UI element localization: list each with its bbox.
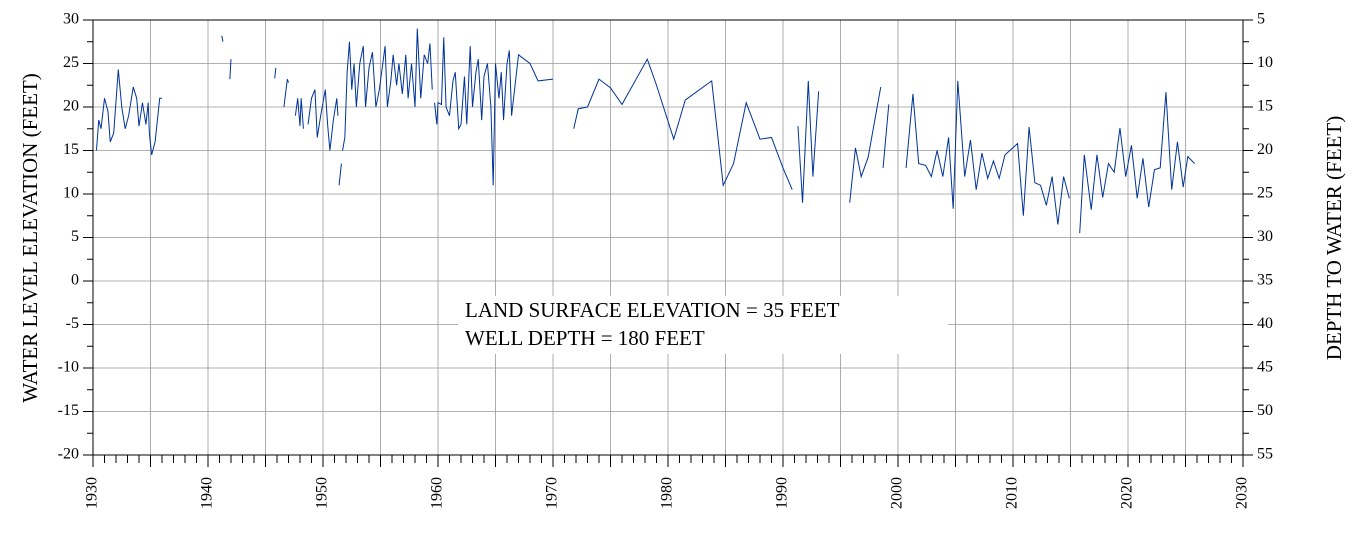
y-tick-label: -5 xyxy=(66,315,79,332)
y2-tick-label: 55 xyxy=(1257,446,1273,463)
y2-tick-label: 50 xyxy=(1257,402,1273,419)
annotation-box xyxy=(458,296,948,354)
y2-tick-label: 35 xyxy=(1257,272,1273,289)
x-tick-label: 1950 xyxy=(314,477,331,509)
x-tick-label: 1970 xyxy=(544,477,561,509)
y-tick-label: -10 xyxy=(58,359,79,376)
y-tick-label: 15 xyxy=(63,141,79,158)
x-tick-label: 2010 xyxy=(1004,477,1021,509)
y-axis-label: WATER LEVEL ELEVATION (FEET) xyxy=(18,73,42,403)
y-tick-label: -20 xyxy=(58,446,79,463)
annotation: LAND SURFACE ELEVATION = 35 FEET xyxy=(465,298,840,322)
x-tick-label: 1940 xyxy=(199,477,216,509)
x-tick-label: 2020 xyxy=(1119,477,1136,509)
y-tick-label: -15 xyxy=(58,402,79,419)
y-tick-label: 10 xyxy=(63,185,79,202)
y-tick-label: 5 xyxy=(71,228,79,245)
x-tick-label: 1930 xyxy=(84,477,101,509)
annotation: WELL DEPTH = 180 FEET xyxy=(465,326,705,350)
y-tick-label: 30 xyxy=(63,11,79,28)
y2-axis-label: DEPTH TO WATER (FEET) xyxy=(1322,116,1346,360)
y2-tick-label: 30 xyxy=(1257,228,1273,245)
y2-tick-label: 45 xyxy=(1257,359,1273,376)
x-tick-label: 1960 xyxy=(429,477,446,509)
y2-tick-label: 40 xyxy=(1257,315,1273,332)
y-tick-label: 20 xyxy=(63,98,79,115)
y2-tick-label: 25 xyxy=(1257,185,1273,202)
y2-tick-label: 5 xyxy=(1257,11,1265,28)
x-tick-label: 2030 xyxy=(1234,477,1251,509)
y-tick-label: 0 xyxy=(71,272,79,289)
x-tick-label: 2000 xyxy=(889,477,906,509)
y2-tick-label: 10 xyxy=(1257,54,1273,71)
y2-tick-label: 20 xyxy=(1257,141,1273,158)
series-line xyxy=(95,28,1196,234)
y-tick-label: 25 xyxy=(63,54,79,71)
plot-frame xyxy=(92,19,1244,456)
x-tick-label: 1980 xyxy=(659,477,676,509)
x-tick-label: 1990 xyxy=(774,477,791,509)
y2-tick-label: 15 xyxy=(1257,98,1273,115)
